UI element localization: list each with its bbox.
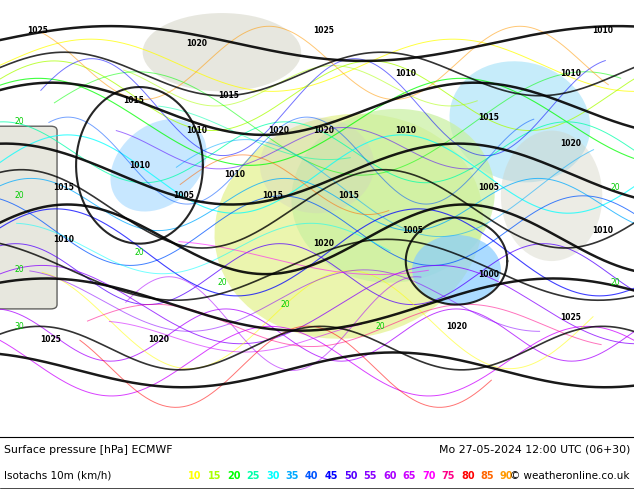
Text: 1015: 1015 bbox=[262, 191, 283, 200]
Text: 1010: 1010 bbox=[395, 126, 417, 135]
Text: 1020: 1020 bbox=[313, 126, 334, 135]
FancyBboxPatch shape bbox=[0, 126, 57, 309]
Text: 1025: 1025 bbox=[560, 313, 581, 322]
Text: 1010: 1010 bbox=[592, 26, 613, 35]
Text: 20: 20 bbox=[610, 278, 620, 287]
Text: 1005: 1005 bbox=[478, 183, 498, 192]
Text: 1010: 1010 bbox=[186, 126, 207, 135]
Ellipse shape bbox=[260, 118, 374, 213]
Ellipse shape bbox=[292, 109, 495, 283]
Text: 10: 10 bbox=[188, 471, 202, 481]
Text: 1005: 1005 bbox=[174, 191, 194, 200]
Text: 1025: 1025 bbox=[28, 26, 48, 35]
Text: 1020: 1020 bbox=[268, 126, 290, 135]
Text: 20: 20 bbox=[134, 248, 145, 257]
Text: 25: 25 bbox=[247, 471, 260, 481]
Text: 65: 65 bbox=[403, 471, 416, 481]
Ellipse shape bbox=[412, 235, 501, 305]
Text: 1020: 1020 bbox=[186, 39, 207, 48]
Text: 1020: 1020 bbox=[560, 139, 581, 148]
Text: 1015: 1015 bbox=[218, 91, 238, 100]
Text: 20: 20 bbox=[14, 265, 24, 274]
Text: Surface pressure [hPa] ECMWF: Surface pressure [hPa] ECMWF bbox=[4, 445, 172, 455]
Text: 1010: 1010 bbox=[560, 70, 581, 78]
Text: 1020: 1020 bbox=[446, 322, 467, 331]
Text: 1020: 1020 bbox=[148, 335, 169, 344]
Text: 20: 20 bbox=[610, 183, 620, 192]
Text: 1025: 1025 bbox=[313, 26, 333, 35]
Text: 1015: 1015 bbox=[53, 183, 74, 192]
Text: 90: 90 bbox=[500, 471, 514, 481]
Text: 1010: 1010 bbox=[592, 226, 613, 235]
Text: 85: 85 bbox=[481, 471, 494, 481]
Ellipse shape bbox=[501, 130, 602, 261]
Text: © weatheronline.co.uk: © weatheronline.co.uk bbox=[510, 471, 630, 481]
Text: 1010: 1010 bbox=[129, 161, 150, 170]
Text: 40: 40 bbox=[305, 471, 318, 481]
Text: 20: 20 bbox=[375, 322, 385, 331]
Text: 80: 80 bbox=[461, 471, 475, 481]
Ellipse shape bbox=[143, 13, 301, 91]
Text: Mo 27-05-2024 12:00 UTC (06+30): Mo 27-05-2024 12:00 UTC (06+30) bbox=[439, 445, 630, 455]
Text: 1015: 1015 bbox=[478, 113, 498, 122]
Text: 20: 20 bbox=[217, 278, 227, 287]
Text: 1010: 1010 bbox=[53, 235, 74, 244]
Text: 1025: 1025 bbox=[41, 335, 61, 344]
Text: 20: 20 bbox=[14, 191, 24, 200]
Text: 20: 20 bbox=[14, 117, 24, 126]
Text: 70: 70 bbox=[422, 471, 436, 481]
Text: 1020: 1020 bbox=[313, 239, 334, 248]
Text: 35: 35 bbox=[285, 471, 299, 481]
Text: 30: 30 bbox=[14, 322, 24, 331]
Ellipse shape bbox=[110, 119, 207, 212]
Text: 15: 15 bbox=[207, 471, 221, 481]
Ellipse shape bbox=[214, 114, 483, 339]
Text: 1015: 1015 bbox=[123, 96, 143, 104]
Text: 20: 20 bbox=[280, 300, 290, 309]
Text: 1010: 1010 bbox=[224, 170, 245, 178]
Text: Isotachs 10m (km/h): Isotachs 10m (km/h) bbox=[4, 471, 112, 481]
Text: 75: 75 bbox=[441, 471, 455, 481]
Text: 1000: 1000 bbox=[477, 270, 499, 279]
Ellipse shape bbox=[450, 61, 590, 182]
Text: 50: 50 bbox=[344, 471, 358, 481]
Text: 60: 60 bbox=[383, 471, 396, 481]
Text: 1015: 1015 bbox=[339, 191, 359, 200]
Text: 1005: 1005 bbox=[402, 226, 422, 235]
Text: 55: 55 bbox=[363, 471, 377, 481]
Text: 1010: 1010 bbox=[395, 70, 417, 78]
Text: 30: 30 bbox=[266, 471, 280, 481]
Text: 20: 20 bbox=[227, 471, 240, 481]
Text: 45: 45 bbox=[325, 471, 338, 481]
